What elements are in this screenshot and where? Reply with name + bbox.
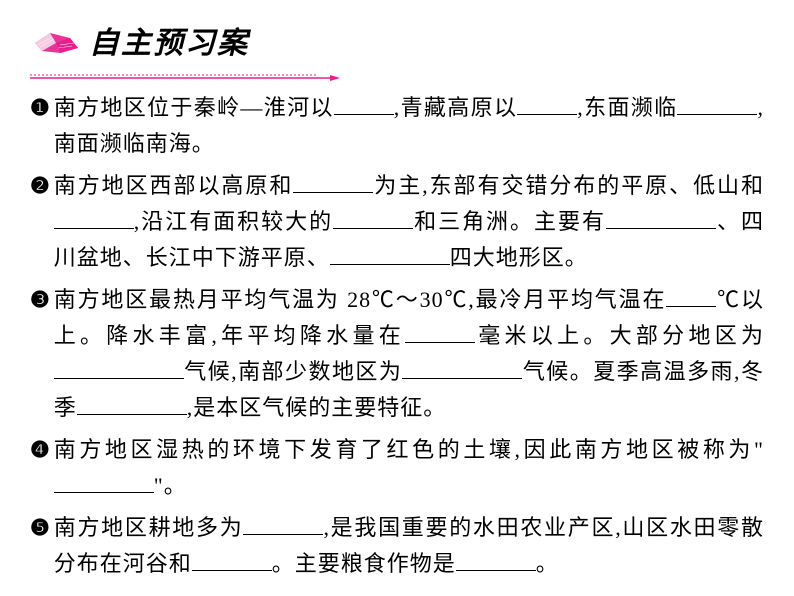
bullet-5: ❺ [30,510,50,546]
bullet-3: ❸ [30,282,50,318]
header: 自主预习案 [30,18,764,62]
fill-blank [192,549,272,571]
fill-blank [517,93,577,115]
fill-blank [243,513,323,535]
book-icon [30,23,85,58]
fill-blank [293,171,373,193]
fill-blank [77,393,187,415]
fill-blank [402,357,522,379]
fill-blank [330,243,450,265]
content-area: ❶南方地区位于秦岭—淮河以,青藏高原以,东面濒临,南面濒临南海。❷南方地区西部以… [30,90,764,582]
header-underline [30,68,340,72]
bullet-1: ❶ [30,90,50,126]
fill-blank [606,207,716,229]
page-title: 自主预习案 [89,18,249,62]
fill-blank [677,93,757,115]
question-item-1: ❶南方地区位于秦岭—淮河以,青藏高原以,东面濒临,南面濒临南海。 [30,90,764,162]
fill-blank [54,207,134,229]
question-item-3: ❸南方地区最热月平均气温为 28℃～30℃,最冷月平均气温在℃以上。降水丰富,年… [30,282,764,426]
bullet-2: ❷ [30,168,50,204]
bullet-4: ❹ [30,432,50,468]
fill-blank [333,207,413,229]
question-text-4: 南方地区湿热的环境下发育了红色的土壤,因此南方地区被称为""。 [54,432,764,504]
fill-blank [405,321,475,343]
fill-blank [334,93,394,115]
fill-blank [54,357,184,379]
question-item-2: ❷南方地区西部以高原和为主,东部有交错分布的平原、低山和,沿江有面积较大的和三角… [30,168,764,276]
question-text-2: 南方地区西部以高原和为主,东部有交错分布的平原、低山和,沿江有面积较大的和三角洲… [54,168,764,276]
question-item-5: ❺南方地区耕地多为,是我国重要的水田农业产区,山区水田零散分布在河谷和。主要粮食… [30,510,764,582]
question-item-4: ❹南方地区湿热的环境下发育了红色的土壤,因此南方地区被称为""。 [30,432,764,504]
question-text-5: 南方地区耕地多为,是我国重要的水田农业产区,山区水田零散分布在河谷和。主要粮食作… [54,510,764,582]
question-text-3: 南方地区最热月平均气温为 28℃～30℃,最冷月平均气温在℃以上。降水丰富,年平… [54,282,764,426]
fill-blank [666,285,716,307]
question-text-1: 南方地区位于秦岭—淮河以,青藏高原以,东面濒临,南面濒临南海。 [54,90,764,162]
fill-blank [456,549,536,571]
fill-blank [54,471,154,493]
